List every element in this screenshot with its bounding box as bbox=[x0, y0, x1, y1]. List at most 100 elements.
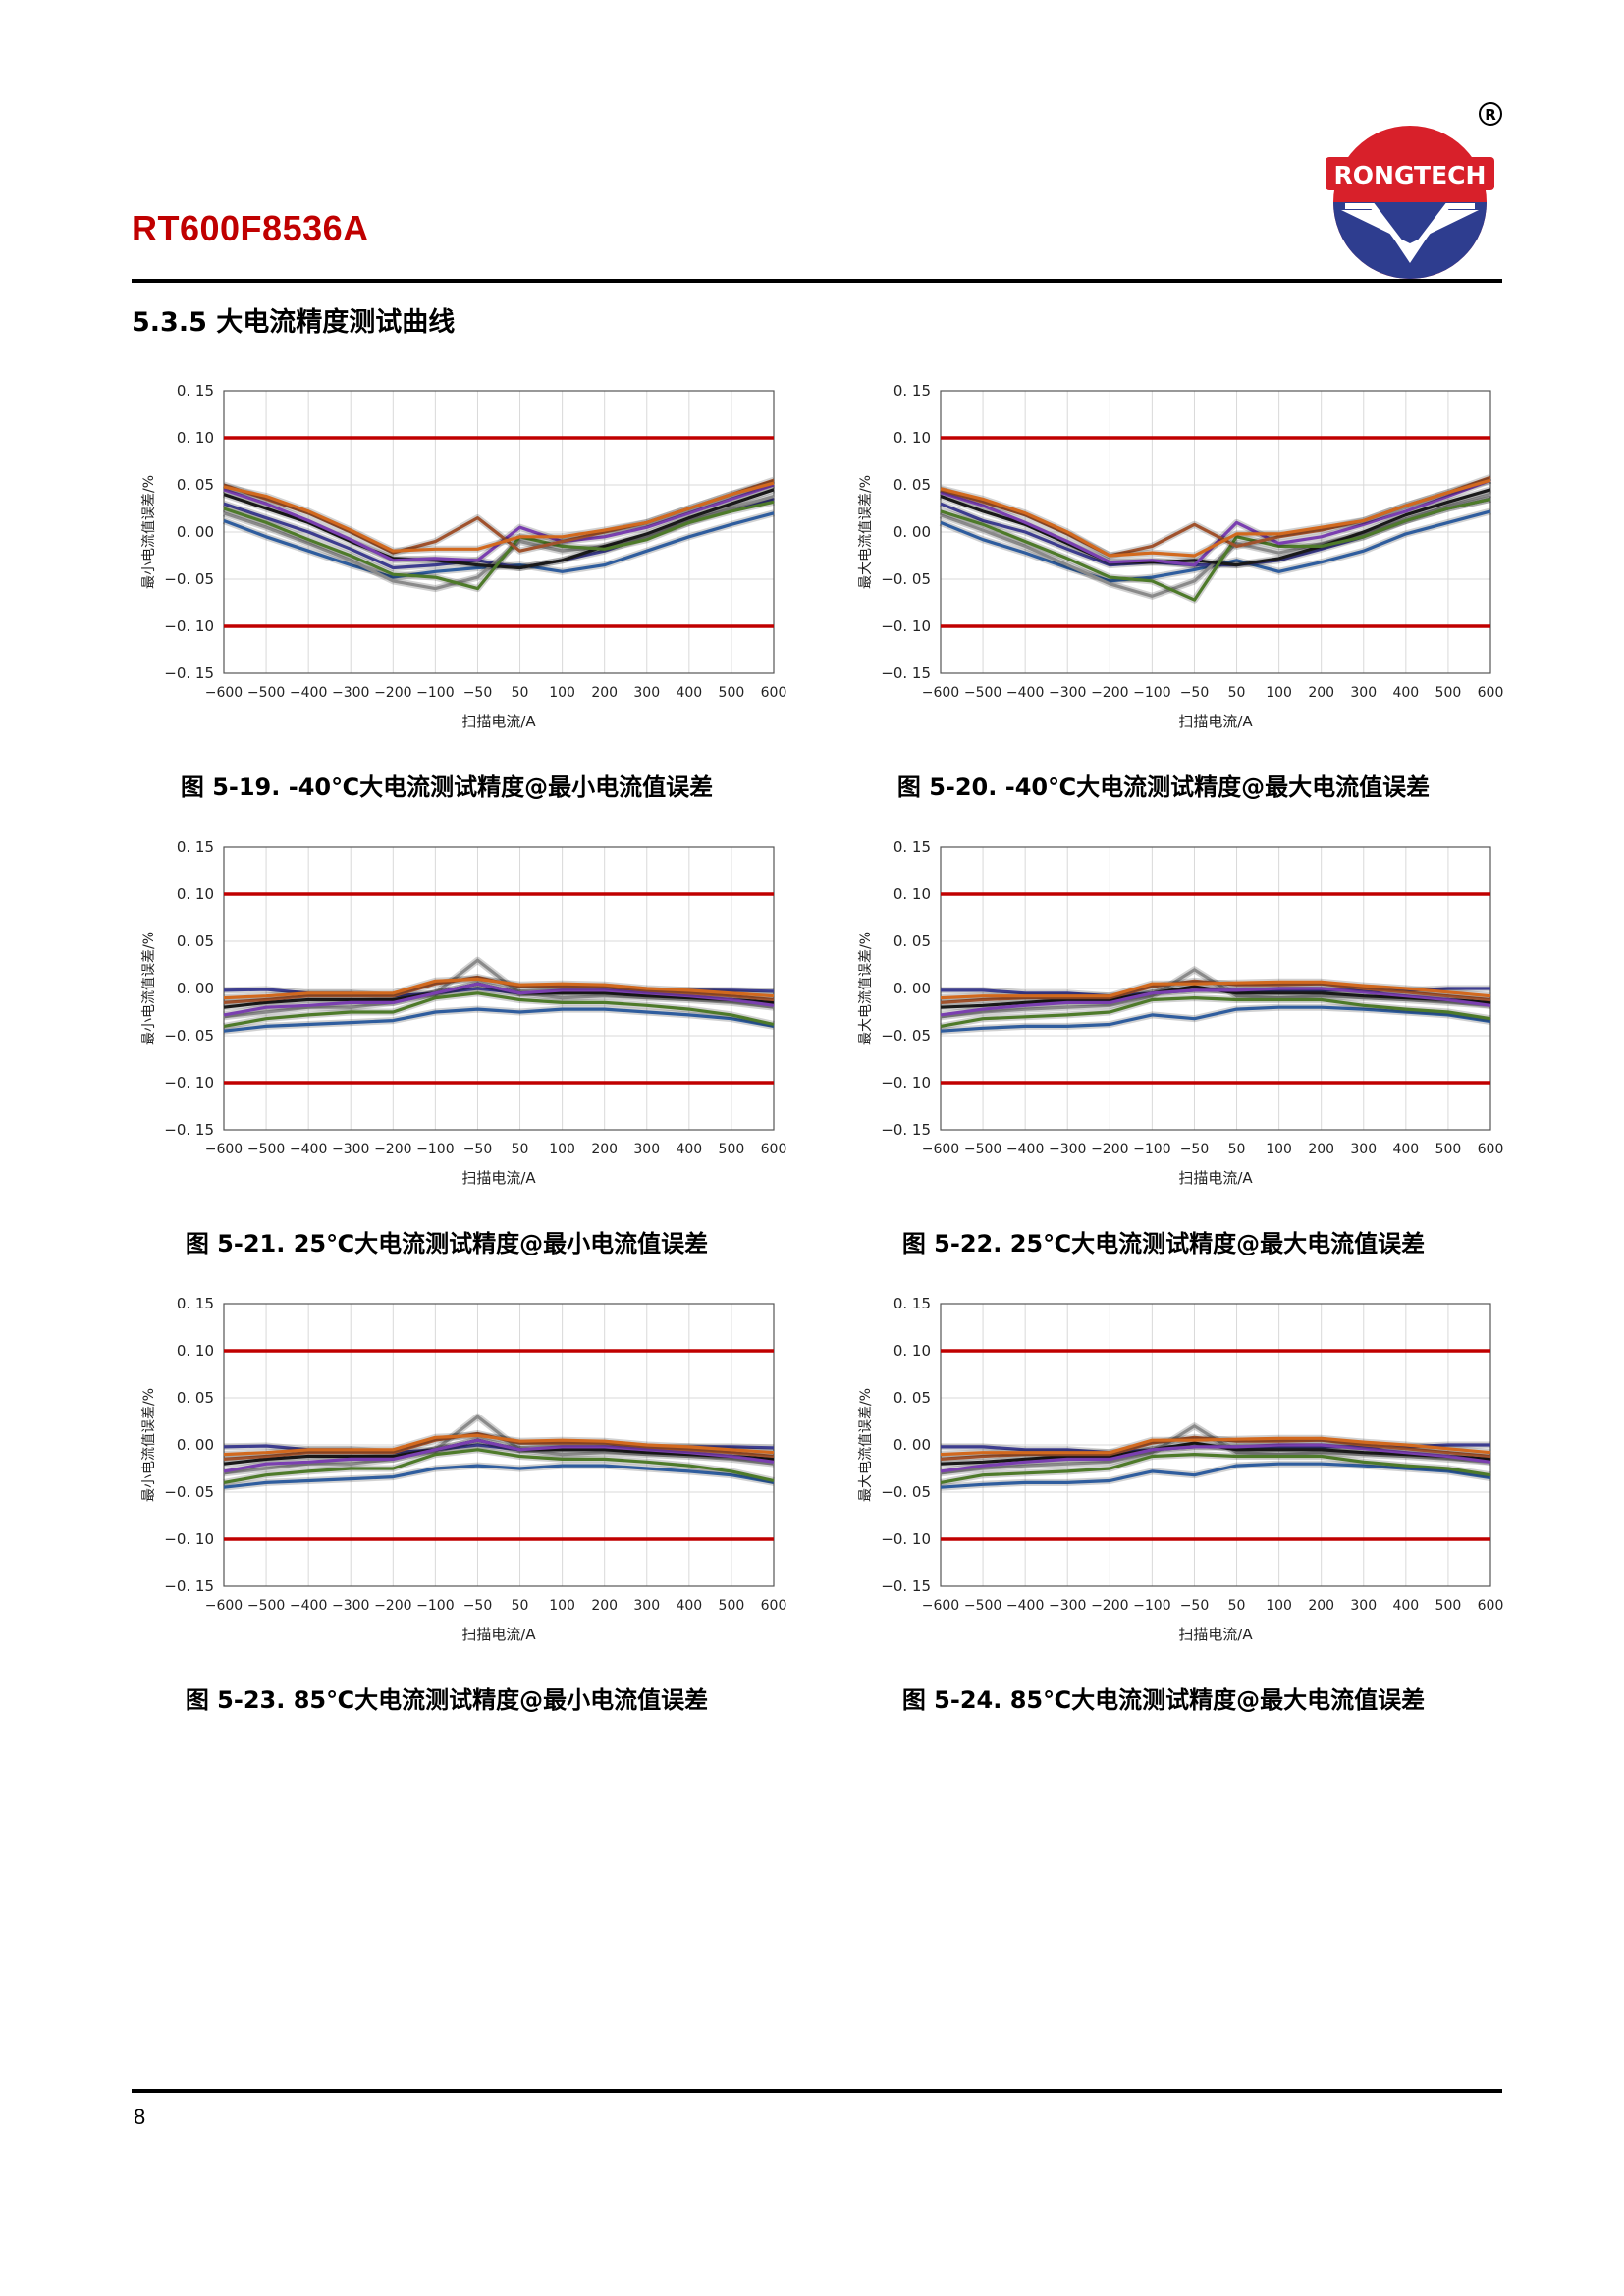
x-tick-label: 100 bbox=[1266, 1142, 1292, 1157]
y-tick-label: −0. 05 bbox=[881, 1483, 931, 1501]
series-line-6 bbox=[223, 982, 775, 1017]
x-tick-label: −400 bbox=[1006, 1142, 1044, 1157]
x-tick-label: 600 bbox=[1478, 685, 1504, 701]
series-line-3 bbox=[223, 958, 775, 1019]
x-tick-label: 400 bbox=[1392, 1598, 1419, 1614]
series-line-6 bbox=[223, 1438, 775, 1473]
series-line-4 bbox=[223, 488, 775, 570]
y-tick-label: 0. 00 bbox=[893, 1436, 931, 1454]
x-tick-label: 400 bbox=[1392, 1142, 1419, 1157]
y-tick-label: −0. 15 bbox=[881, 1121, 931, 1139]
x-tick-label: −300 bbox=[1049, 1142, 1086, 1157]
x-tick-label: −200 bbox=[374, 1142, 411, 1157]
x-axis-label: 扫描电流/A bbox=[1178, 1626, 1253, 1643]
x-tick-label: −400 bbox=[1006, 685, 1044, 701]
x-tick-label: 300 bbox=[633, 685, 660, 701]
x-tick-label: −200 bbox=[1091, 1598, 1128, 1614]
y-tick-label: 0. 10 bbox=[893, 1342, 931, 1360]
y-tick-label: 0. 15 bbox=[893, 1295, 931, 1312]
y-tick-label: −0. 15 bbox=[164, 1577, 214, 1595]
x-tick-label: 200 bbox=[591, 1598, 618, 1614]
y-axis-label: 最大电流值误差/% bbox=[858, 932, 874, 1045]
x-tick-label: −500 bbox=[247, 685, 285, 701]
caption-5-23: 图 5-23. 85℃大电流测试精度@最小电流值误差 bbox=[185, 1686, 709, 1714]
x-tick-label: −500 bbox=[247, 1598, 285, 1614]
x-tick-label: −600 bbox=[922, 685, 959, 701]
y-tick-label: −0. 10 bbox=[881, 617, 931, 635]
series-line-1 bbox=[223, 1007, 775, 1033]
x-tick-label: −500 bbox=[964, 1142, 1001, 1157]
plot-frame bbox=[223, 846, 775, 1131]
y-axis-label: 最小电流值误差/% bbox=[141, 932, 157, 1045]
series-line-6 bbox=[940, 1443, 1491, 1473]
x-axis-label: 扫描电流/A bbox=[1178, 713, 1253, 730]
header-rule bbox=[132, 279, 1502, 283]
x-tick-label: −300 bbox=[332, 1598, 369, 1614]
y-tick-label: 0. 00 bbox=[893, 980, 931, 997]
x-tick-label: −100 bbox=[1133, 1598, 1170, 1614]
plot-frame bbox=[940, 390, 1491, 674]
y-tick-label: −0. 05 bbox=[164, 570, 214, 588]
logo-text: RONGTECH bbox=[1334, 161, 1487, 189]
x-tick-label: 300 bbox=[1350, 685, 1377, 701]
x-tick-label: −200 bbox=[1091, 1142, 1128, 1157]
registered-mark: R bbox=[1485, 106, 1496, 124]
x-tick-label: 50 bbox=[512, 1598, 529, 1614]
x-tick-label: −200 bbox=[374, 1598, 411, 1614]
y-tick-label: −0. 05 bbox=[164, 1483, 214, 1501]
x-tick-label: −600 bbox=[922, 1598, 959, 1614]
series-line-8 bbox=[940, 980, 1491, 1000]
x-tick-label: −100 bbox=[1133, 1142, 1170, 1157]
caption-5-19: 图 5-19. -40℃大电流测试精度@最小电流值误差 bbox=[180, 774, 714, 801]
x-tick-label: 200 bbox=[591, 685, 618, 701]
y-tick-label: −0. 10 bbox=[881, 1074, 931, 1092]
x-tick-label: 500 bbox=[1435, 685, 1462, 701]
x-axis-label: 扫描电流/A bbox=[461, 1626, 536, 1643]
x-tick-label: −400 bbox=[290, 685, 327, 701]
x-tick-label: 100 bbox=[549, 685, 575, 701]
x-tick-label: −600 bbox=[205, 685, 243, 701]
x-tick-label: 100 bbox=[1266, 685, 1292, 701]
series-line-8 bbox=[940, 478, 1491, 558]
x-tick-label: 200 bbox=[1308, 685, 1334, 701]
page-number: 8 bbox=[134, 2105, 146, 2129]
y-tick-label: −0. 15 bbox=[164, 665, 214, 682]
x-tick-label: −500 bbox=[964, 1598, 1001, 1614]
y-tick-label: 0. 10 bbox=[177, 1342, 214, 1360]
y-tick-label: −0. 10 bbox=[881, 1530, 931, 1548]
y-tick-label: 0. 10 bbox=[177, 885, 214, 903]
plot-frame bbox=[223, 390, 775, 674]
x-tick-label: 100 bbox=[549, 1598, 575, 1614]
chart-5-23: −0. 15 −0. 10 −0. 05 0. 00 0. 05 0. 10 0. 15 −6… bbox=[137, 1286, 805, 1659]
caption-5-24: 图 5-24. 85℃大电流测试精度@最大电流值误差 bbox=[901, 1686, 1426, 1714]
x-tick-label: 200 bbox=[1308, 1598, 1334, 1614]
series-line-5 bbox=[223, 500, 775, 591]
y-tick-label: −0. 05 bbox=[164, 1027, 214, 1044]
series-line-6 bbox=[940, 987, 1491, 1017]
y-tick-label: 0. 10 bbox=[893, 429, 931, 447]
x-tick-label: 500 bbox=[1435, 1142, 1462, 1157]
series-line-5 bbox=[223, 1448, 775, 1484]
y-tick-label: 0. 00 bbox=[177, 523, 214, 541]
y-axis-label: 最小电流值误差/% bbox=[141, 1388, 157, 1502]
y-tick-label: −0. 05 bbox=[881, 1027, 931, 1044]
series-line-8 bbox=[223, 481, 775, 553]
x-tick-label: −400 bbox=[290, 1598, 327, 1614]
y-tick-label: 0. 05 bbox=[177, 1389, 214, 1407]
chart-5-22: −0. 15 −0. 10 −0. 05 0. 00 0. 05 0. 10 0. 15 −6… bbox=[854, 829, 1522, 1202]
x-axis-label: 扫描电流/A bbox=[461, 713, 536, 730]
x-tick-label: −400 bbox=[1006, 1598, 1044, 1614]
series-line-8 bbox=[940, 1436, 1491, 1457]
x-tick-label: 300 bbox=[633, 1142, 660, 1157]
document-title: RT600F8536A bbox=[132, 208, 369, 248]
section-title: 5.3.5 大电流精度测试曲线 bbox=[132, 307, 456, 338]
series-line-1 bbox=[940, 1462, 1491, 1489]
x-tick-label: −300 bbox=[332, 685, 369, 701]
x-tick-label: −50 bbox=[1180, 685, 1210, 701]
series-line-3 bbox=[223, 1415, 775, 1475]
x-tick-label: −100 bbox=[1133, 685, 1170, 701]
x-tick-label: −50 bbox=[463, 1598, 493, 1614]
y-tick-label: 0. 15 bbox=[177, 838, 214, 856]
x-tick-label: −300 bbox=[1049, 1598, 1086, 1614]
y-axis-label: 最小电流值误差/% bbox=[141, 475, 157, 589]
